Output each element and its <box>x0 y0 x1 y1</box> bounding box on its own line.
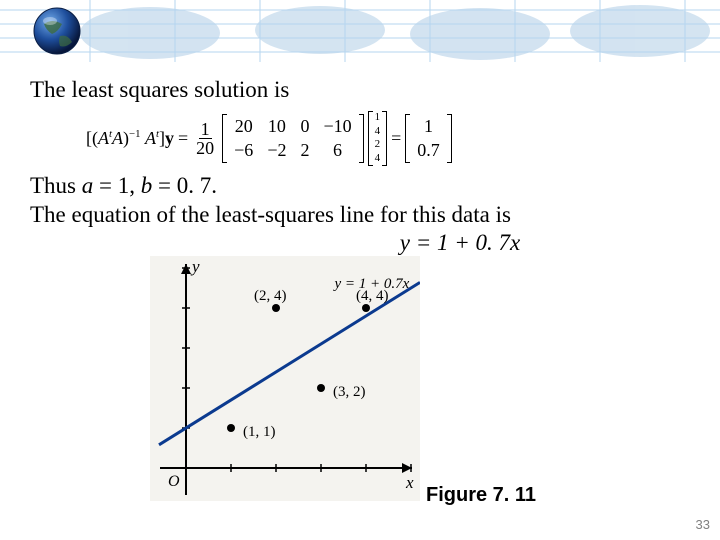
least-squares-plot: (1, 1)(3, 2)(2, 4)(4, 4)yxOy = 1 + 0.7x <box>150 256 420 501</box>
svg-text:x: x <box>405 473 414 492</box>
result-vector: 10.7 <box>405 114 452 163</box>
header-grid <box>0 0 720 66</box>
figure-caption: Figure 7. 11 <box>426 484 536 507</box>
svg-text:(3, 2): (3, 2) <box>333 384 366 400</box>
globe-icon <box>32 6 82 56</box>
line-equation: y = 1 + 0. 7x <box>30 229 690 258</box>
result-line: Thus a = 1, b = 0. 7. <box>30 172 690 201</box>
intro-line: The least squares solution is <box>30 76 690 105</box>
svg-text:O: O <box>168 473 180 490</box>
eq-fraction: 1 20 <box>194 120 216 157</box>
figure-7-11: (1, 1)(3, 2)(2, 4)(4, 4)yxOy = 1 + 0.7x <box>150 256 420 506</box>
svg-text:y: y <box>190 257 200 276</box>
slide-body: The least squares solution is [(AtA)−1 A… <box>30 76 690 258</box>
slide-header <box>0 0 720 66</box>
eq-prefix: [(AtA)−1 At]y <box>86 127 174 150</box>
vector-v: 1424 <box>368 111 388 166</box>
svg-text:y = 1 + 0.7x: y = 1 + 0.7x <box>333 276 410 292</box>
page-number: 33 <box>696 517 710 532</box>
matrix-M1: 20100−10−6−226 <box>222 114 363 163</box>
svg-text:(1, 1): (1, 1) <box>243 424 276 440</box>
matrix-equation: [(AtA)−1 At]y = 1 20 20100−10−6−226 1424… <box>86 111 690 166</box>
equation-intro: The equation of the least-squares line f… <box>30 201 690 230</box>
svg-text:(2, 4): (2, 4) <box>254 288 287 304</box>
